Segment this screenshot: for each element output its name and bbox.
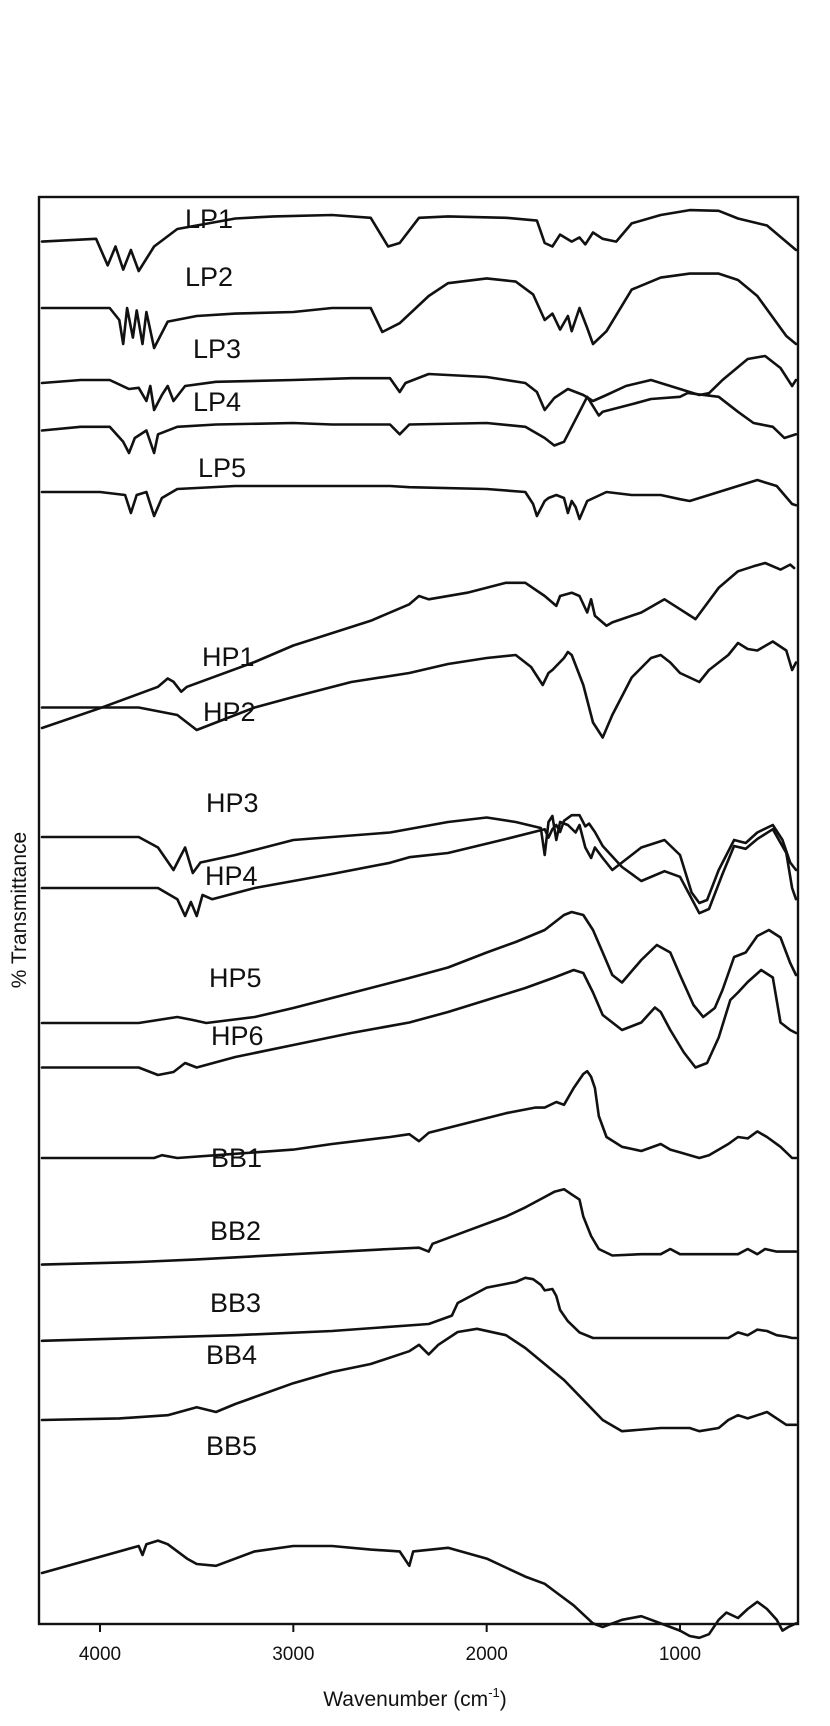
series-label-hp4: HP4 — [205, 861, 258, 891]
series-line-lp1 — [40, 208, 798, 273]
x-tick-label-1000: 1000 — [659, 1644, 701, 1665]
series-line-hp1 — [40, 561, 796, 730]
series-line-hp2 — [40, 640, 798, 739]
series-label-lp1: LP1 — [185, 204, 233, 234]
x-axis-title-sup: -1 — [488, 1685, 500, 1700]
series-line-bb5 — [40, 1539, 798, 1640]
series-line-bb2 — [40, 1187, 798, 1266]
series-label-bb3: BB3 — [210, 1288, 261, 1318]
series-line-bb3 — [40, 1276, 798, 1343]
series-label-lp3: LP3 — [193, 334, 241, 364]
series-label-hp5: HP5 — [209, 963, 262, 993]
x-tick-label-4000: 4000 — [79, 1644, 121, 1665]
series-labels: LP1 LP2 LP3 LP4 LP5 HP1 HP2 HP3 HP4 HP5 HP6 BB1 BB2 B… — [185, 204, 264, 1461]
series-label-hp6: HP6 — [211, 1021, 264, 1051]
series-label-hp2: HP2 — [203, 697, 256, 727]
series-label-lp2: LP2 — [185, 262, 233, 292]
x-tick-label-3000: 3000 — [272, 1644, 314, 1665]
series-label-bb1: BB1 — [211, 1143, 262, 1173]
series-line-lp3 — [40, 354, 798, 412]
series-line-hp4 — [40, 813, 798, 918]
series-label-hp1: HP1 — [202, 642, 255, 672]
series-label-bb5: BB5 — [206, 1431, 257, 1461]
y-axis-title: % Transmittance — [8, 832, 31, 988]
series-line-lp2 — [40, 272, 798, 350]
series-label-hp3: HP3 — [206, 788, 259, 818]
x-axis-title: Wavenumber (cm-1) — [323, 1685, 507, 1711]
x-axis-ticks: 4000 3000 2000 1000 — [79, 1624, 701, 1665]
spectra-group — [40, 208, 798, 1640]
series-line-lp5 — [40, 478, 798, 521]
series-line-lp4 — [40, 391, 798, 455]
series-line-bb4 — [40, 1327, 798, 1433]
x-axis-title-close: ) — [500, 1688, 507, 1711]
series-label-bb4: BB4 — [206, 1340, 257, 1370]
series-line-hp5 — [40, 910, 798, 1025]
series-line-hp3 — [40, 814, 798, 905]
x-axis-title-main: Wavenumber (cm — [323, 1688, 488, 1711]
x-tick-label-2000: 2000 — [466, 1644, 508, 1665]
series-label-lp4: LP4 — [193, 387, 241, 417]
plot-frame — [37, 195, 800, 1626]
series-line-bb1 — [40, 1069, 798, 1160]
series-label-bb2: BB2 — [210, 1216, 261, 1246]
series-line-hp6 — [40, 968, 798, 1077]
series-label-lp5: LP5 — [198, 453, 246, 483]
